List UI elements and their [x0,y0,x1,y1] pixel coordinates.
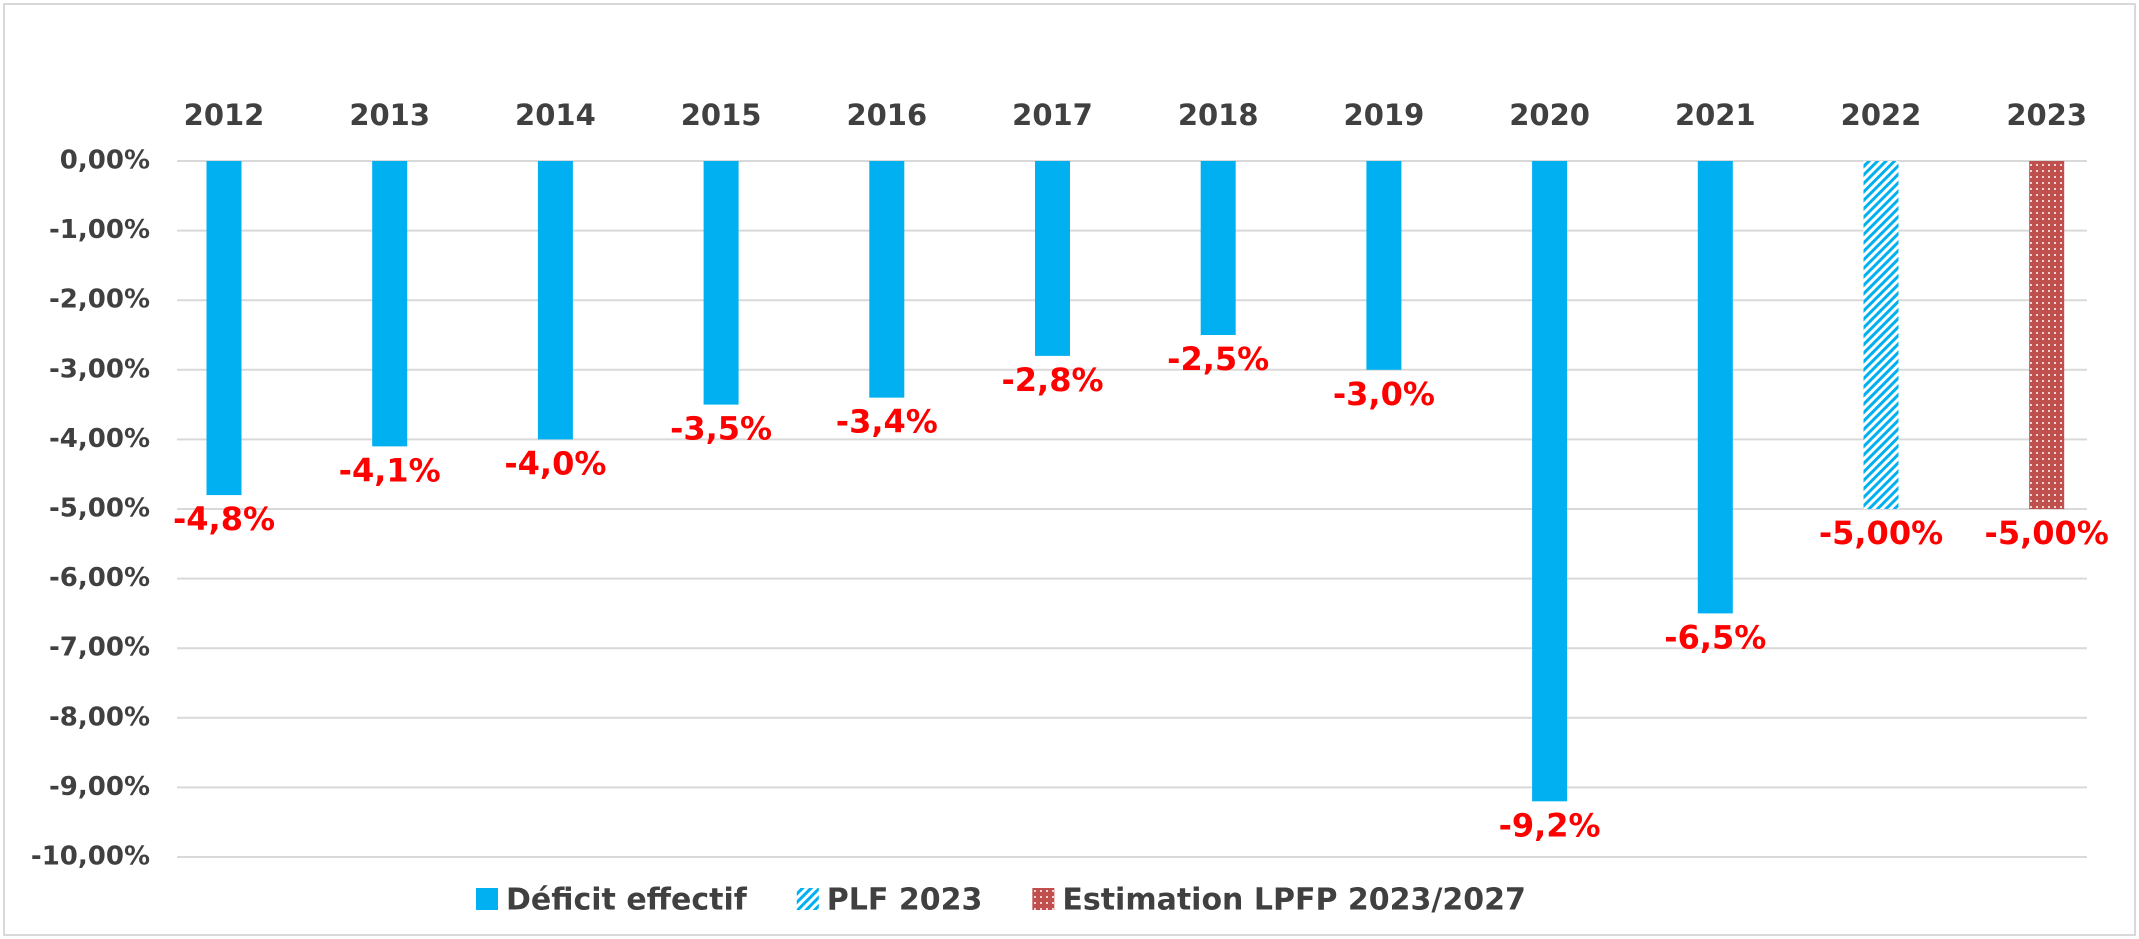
y-tick-label: -3,00% [49,354,150,384]
x-tick-label: 2022 [1841,98,1922,132]
y-tick-label: -2,00% [49,285,150,315]
bar [1697,161,1733,614]
data-label: -3,4% [836,403,938,441]
bar [372,161,408,447]
y-tick-label: 0,00% [60,146,150,176]
x-tick-label: 2014 [515,98,596,132]
x-tick-label: 2019 [1344,98,1425,132]
data-label: -9,2% [1499,806,1601,844]
bar [1200,161,1236,335]
bar [1035,161,1070,356]
y-tick-label: -8,00% [49,702,150,732]
legend-label: Déficit effectif [506,883,748,918]
legend-swatch [1032,888,1055,910]
data-label: -2,5% [1167,340,1269,378]
bar [869,161,905,398]
y-tick-label: -6,00% [49,563,150,593]
data-label: -5,00% [1985,514,2109,552]
bar [206,161,242,496]
data-label: -3,5% [670,410,772,448]
y-tick-label: -7,00% [49,633,150,663]
legend-swatch [476,888,498,910]
y-tick-label: -10,00% [31,842,150,872]
x-tick-label: 2018 [1178,98,1259,132]
x-tick-label: 2017 [1012,98,1093,132]
data-label: -4,8% [173,500,275,538]
x-tick-label: 2021 [1675,98,1756,132]
chart-frame [3,3,2136,936]
x-tick-label: 2016 [846,98,927,132]
legend-label: Estimation LPFP 2023/2027 [1062,883,1526,918]
data-label: -6,5% [1664,618,1766,656]
x-tick-label: 2015 [681,98,762,132]
data-label: -3,0% [1333,375,1435,413]
y-tick-label: -4,00% [49,424,150,454]
legend-swatch [796,888,819,910]
x-tick-label: 2023 [2006,98,2087,132]
data-label: -2,8% [1001,361,1103,399]
bar [537,161,573,440]
bar [1532,161,1568,802]
data-label: -5,00% [1819,514,1943,552]
bar [1863,161,1899,509]
bar [2029,161,2065,509]
legend-label: PLF 2023 [827,883,983,918]
x-tick-label: 2012 [184,98,265,132]
x-tick-label: 2020 [1509,98,1590,132]
bar [1366,161,1402,370]
data-label: -4,1% [339,451,441,489]
data-label: -4,0% [504,444,606,482]
y-tick-label: -5,00% [49,494,150,524]
y-tick-label: -9,00% [49,772,150,802]
bar [703,161,739,405]
x-tick-label: 2013 [349,98,430,132]
y-tick-label: -1,00% [49,215,150,245]
